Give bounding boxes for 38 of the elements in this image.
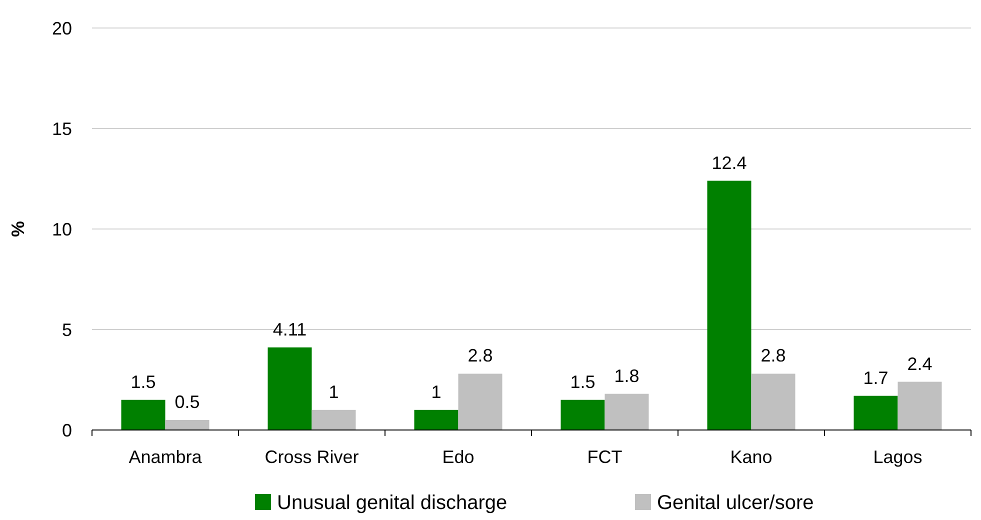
bar: [268, 347, 312, 430]
bar: [898, 382, 942, 430]
x-tick-label: Kano: [730, 447, 772, 467]
bar: [121, 400, 166, 430]
y-tick-label: 0: [62, 420, 72, 440]
x-tick-label: Cross River: [264, 447, 359, 467]
bar: [707, 180, 752, 430]
y-tick-label: 5: [62, 320, 72, 340]
data-label: 1.7: [863, 368, 888, 388]
bar: [414, 410, 458, 430]
data-label: 1: [431, 382, 442, 402]
bar: [854, 396, 898, 430]
x-tick-label: Lagos: [873, 447, 922, 467]
data-label: 0.5: [174, 392, 200, 412]
y-tick-label: 20: [52, 18, 72, 38]
data-label: 1: [328, 382, 339, 402]
bar: [458, 374, 502, 430]
y-axis-title: %: [8, 220, 28, 238]
data-label: 12.4: [712, 152, 747, 173]
x-tick-label: Anambra: [128, 447, 203, 467]
data-label: 4.11: [272, 319, 307, 340]
y-tick-label: 10: [52, 219, 72, 240]
legend-label: Genital ulcer/sore: [657, 492, 814, 514]
bar: [604, 394, 649, 430]
bar: [312, 410, 356, 430]
x-tick-label: FCT: [587, 447, 622, 467]
data-label: 1.8: [614, 366, 640, 386]
data-label: 2.8: [468, 346, 493, 366]
data-label: 1.5: [130, 372, 156, 392]
data-label: 2.4: [907, 354, 932, 374]
bar: [751, 374, 796, 430]
bar: [560, 400, 605, 430]
legend-label: Unusual genital discharge: [277, 492, 508, 514]
data-label: 1.5: [570, 372, 596, 392]
x-tick-label: Edo: [442, 447, 474, 467]
bar: [165, 420, 210, 430]
y-tick-label: 15: [52, 118, 72, 139]
data-label: 2.8: [760, 346, 786, 366]
